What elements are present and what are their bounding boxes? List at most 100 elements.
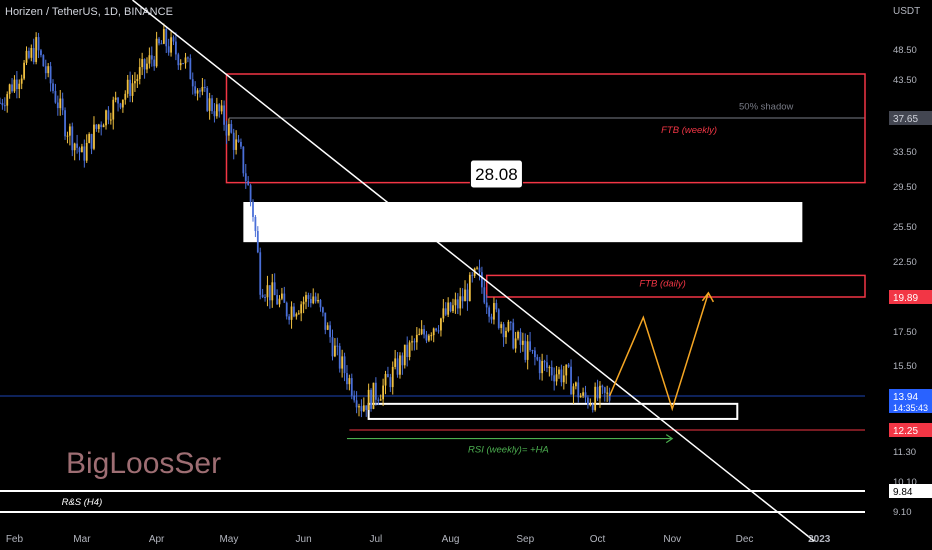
candle-body <box>162 29 165 44</box>
candle-body <box>534 350 536 358</box>
candle-body <box>213 111 216 117</box>
candle-body <box>444 308 447 315</box>
candle-body <box>47 66 50 74</box>
candle-body <box>249 185 252 202</box>
y-tick-label: 10.10 <box>893 477 917 488</box>
candle-body <box>83 146 86 161</box>
candle-body <box>107 110 110 120</box>
candle-body <box>73 143 76 151</box>
candle-body <box>500 324 503 328</box>
candle-body <box>456 299 459 309</box>
candle-body <box>141 59 144 68</box>
candle-body <box>150 55 153 60</box>
candle-body <box>478 267 481 273</box>
candle-body <box>546 362 548 368</box>
x-tick-label: Aug <box>442 534 460 545</box>
candle-body <box>35 37 38 62</box>
y-tick-label: 29.50 <box>893 182 917 193</box>
x-tick-label: Dec <box>736 534 754 545</box>
candle-body <box>341 356 344 369</box>
candle-body <box>44 66 47 74</box>
candle-body <box>11 84 13 92</box>
candle-body <box>524 340 527 360</box>
candle-body <box>377 399 380 401</box>
y-tick-label: 25.50 <box>893 222 917 233</box>
candle-body <box>413 341 416 343</box>
candle-body <box>326 325 329 330</box>
candle-body <box>129 79 132 96</box>
candle-body <box>6 94 9 106</box>
candle-body <box>553 375 556 382</box>
candle-body <box>574 382 577 387</box>
y-tick-label: 48.50 <box>893 45 917 56</box>
candle-body <box>517 331 519 339</box>
candle-body <box>293 306 295 317</box>
candle-body <box>543 361 546 363</box>
candle-body <box>66 135 69 137</box>
candle-body <box>155 38 158 67</box>
candle-body <box>225 124 228 136</box>
x-tick-label: Nov <box>663 534 681 545</box>
candle-body <box>555 374 558 382</box>
candle-body <box>307 295 310 299</box>
time-axis[interactable]: Feb Mar Apr May Jun Jul Aug Sep Oct Nov Dec 2023 <box>6 534 831 545</box>
candle-body <box>329 325 331 338</box>
candle-body <box>252 201 254 217</box>
candle-body <box>37 37 40 51</box>
y-tick-label: 17.50 <box>893 327 917 338</box>
candle-body <box>372 382 375 409</box>
candle-body <box>191 79 194 87</box>
candle-body <box>256 231 259 253</box>
candle-body <box>601 385 604 388</box>
candle-body <box>1 102 4 106</box>
x-tick-label: Jun <box>296 534 312 545</box>
candle-body <box>206 88 209 111</box>
price-label-bg <box>889 423 932 437</box>
candle-body <box>312 296 315 304</box>
candle-body <box>521 340 524 345</box>
candle-body <box>358 406 360 408</box>
candle-body <box>244 173 247 182</box>
candle-body <box>283 293 286 303</box>
white-box <box>243 202 803 243</box>
candle-body <box>143 59 146 70</box>
candle-body <box>271 282 274 301</box>
candle-body <box>432 328 435 336</box>
price-label-sub: 14:35:43 <box>893 403 928 413</box>
annotation-3: RSI (weekly)= +HA <box>468 445 549 456</box>
candle-body <box>584 392 587 398</box>
candle-body <box>273 282 276 296</box>
candle-body <box>382 385 385 400</box>
candle-body <box>485 302 488 308</box>
candle-body <box>529 341 531 351</box>
candle-body <box>391 366 394 388</box>
candle-body <box>331 337 334 357</box>
candle-body <box>117 97 119 104</box>
candle-body <box>440 318 442 331</box>
candle-body <box>608 392 611 401</box>
candle-body <box>165 29 168 47</box>
candle-body <box>430 335 433 337</box>
symbol-header[interactable]: Horizen / TetherUS, 1D, BINANCE <box>5 6 173 18</box>
candle-body <box>235 139 238 150</box>
candle-body <box>167 46 170 53</box>
candle-body <box>560 369 563 383</box>
price-axis[interactable]: 48.50 43.50 33.50 29.50 25.50 22.50 17.50 15.50… <box>893 45 917 518</box>
candle-body <box>346 373 348 385</box>
candle-body <box>459 296 462 309</box>
candle-body <box>350 378 353 396</box>
x-tick-label: Oct <box>590 534 606 545</box>
x-tick-label: Feb <box>6 534 24 545</box>
candle-body <box>32 48 35 62</box>
candle-body <box>324 312 327 330</box>
annotations: 50% shadow FTB (weekly) FTB (daily) RSI (we… <box>62 102 794 508</box>
candle-body <box>112 99 115 120</box>
x-tick-label: Jul <box>369 534 382 545</box>
x-tick-label: 2023 <box>808 534 831 545</box>
candle-body <box>408 342 411 358</box>
candle-body <box>514 338 517 349</box>
candle-body <box>211 98 213 112</box>
candle-body <box>240 141 242 147</box>
